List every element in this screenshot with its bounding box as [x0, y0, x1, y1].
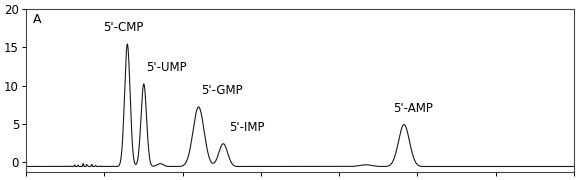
Text: A: A	[32, 13, 41, 26]
Text: 5'-GMP: 5'-GMP	[201, 84, 243, 97]
Text: 5'-UMP: 5'-UMP	[146, 61, 187, 74]
Text: 5'-IMP: 5'-IMP	[229, 121, 264, 134]
Text: 5'-AMP: 5'-AMP	[393, 102, 433, 115]
Text: 5'-CMP: 5'-CMP	[103, 21, 143, 34]
